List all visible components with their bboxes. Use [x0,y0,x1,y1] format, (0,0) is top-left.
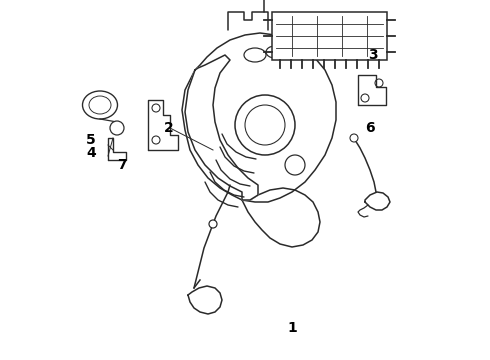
Circle shape [350,134,358,142]
Text: 4: 4 [86,146,96,160]
Polygon shape [228,12,268,30]
Polygon shape [242,188,320,247]
Polygon shape [148,100,178,150]
Text: 3: 3 [368,48,378,62]
Text: 5: 5 [86,133,96,147]
Polygon shape [182,33,336,202]
Ellipse shape [244,48,266,62]
Text: 1: 1 [287,321,297,335]
Circle shape [209,220,217,228]
Text: 7: 7 [117,158,127,172]
Text: 6: 6 [365,121,375,135]
Polygon shape [358,75,386,105]
Circle shape [235,95,295,155]
Polygon shape [108,138,126,160]
Ellipse shape [82,91,118,119]
Polygon shape [188,286,222,314]
Polygon shape [185,55,258,200]
Circle shape [285,155,305,175]
Polygon shape [365,192,390,210]
Ellipse shape [266,46,284,58]
Circle shape [110,121,124,135]
Text: 2: 2 [164,121,174,135]
Bar [272,12,387,60]
